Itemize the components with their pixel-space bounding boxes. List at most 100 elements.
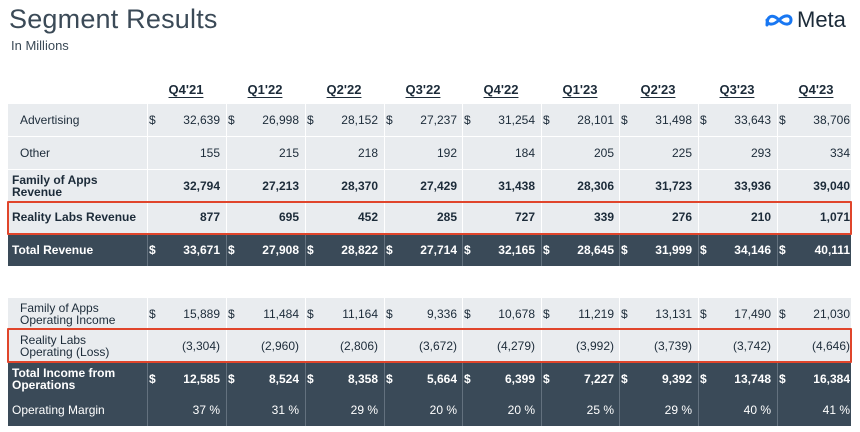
table-cell: 31 % (226, 394, 304, 426)
currency-symbol: $ (228, 113, 235, 127)
table-row-family-of-apps-revenue: Family of Apps Revenue 32,794 27,213 28,37… (8, 170, 851, 203)
table-cell: $11,219 (541, 298, 619, 330)
row-label: Reality Labs Revenue (12, 210, 137, 224)
column-divider (384, 170, 385, 202)
cell-value: 28,306 (577, 179, 614, 193)
table-cell: $38,706 (777, 104, 855, 136)
table-cell: $16,384 (777, 363, 855, 395)
table-cell: $6,399 (462, 363, 540, 395)
cell-value: 27,714 (420, 243, 457, 257)
column-divider (619, 137, 620, 169)
column-divider (698, 137, 699, 169)
cell-value: 33,671 (183, 243, 220, 257)
column-divider (777, 394, 778, 426)
table-cell: 184 (462, 137, 540, 169)
cell-value: 452 (357, 210, 378, 224)
cell-value: 155 (199, 146, 220, 160)
cell-value: 28,645 (577, 243, 614, 257)
column-divider (698, 298, 699, 330)
reality-labs-revenue-highlight (7, 201, 852, 235)
row-label: Reality Labs Operating (Loss) (20, 333, 110, 359)
column-divider (384, 137, 385, 169)
currency-symbol: $ (386, 243, 393, 257)
table-cell: $11,164 (305, 298, 383, 330)
column-divider (305, 330, 306, 362)
cell-value: 29 % (350, 403, 378, 417)
table-cell: (2,960) (226, 330, 304, 362)
table-cell: $10,678 (462, 298, 540, 330)
cell-value: 20 % (507, 403, 535, 417)
cell-value: 293 (750, 146, 771, 160)
currency-symbol: $ (700, 113, 707, 127)
table-cell: $27,714 (384, 234, 462, 266)
table-cell: $28,645 (541, 234, 619, 266)
table-cell: (4,279) (462, 330, 540, 362)
cell-value: 11,484 (263, 307, 299, 321)
column-divider (777, 298, 778, 330)
cell-value: (3,304) (181, 339, 220, 353)
column-divider (462, 298, 463, 330)
cell-value: 20 % (429, 403, 457, 417)
cell-value: 16,384 (813, 372, 850, 386)
column-divider (777, 201, 778, 233)
currency-symbol: $ (779, 307, 786, 321)
currency-symbol: $ (386, 113, 393, 127)
table-cell: $8,358 (305, 363, 383, 395)
table-cell: 695 (226, 201, 304, 233)
column-header: Q1'22 (247, 82, 283, 97)
table-cell: 218 (305, 137, 383, 169)
column-header: Q1'23 (562, 82, 598, 97)
cell-value: 40,111 (814, 243, 850, 257)
cell-value: 32,165 (498, 243, 535, 257)
table-cell: 215 (226, 137, 304, 169)
cell-value: 205 (593, 146, 614, 160)
table-cell: $33,643 (698, 104, 776, 136)
column-divider (226, 330, 227, 362)
page-title: Segment Results (9, 4, 218, 34)
column-divider (619, 170, 620, 202)
table-cell: 205 (541, 137, 619, 169)
cell-value: 40 % (743, 403, 771, 417)
currency-symbol: $ (307, 372, 314, 386)
cell-value: 11,219 (578, 307, 614, 321)
table-row-advertising: Advertising $32,639 $26,998 $28,152 $27,237… (8, 104, 851, 137)
currency-symbol: $ (386, 372, 393, 386)
column-divider (226, 104, 227, 136)
table-cell: $40,111 (777, 234, 855, 266)
cell-value: (3,739) (653, 339, 692, 353)
row-label: Family of Apps Revenue (12, 173, 98, 199)
cell-value: 218 (357, 146, 378, 160)
table-cell: (3,742) (698, 330, 776, 362)
column-header: Q4'22 (483, 82, 519, 97)
currency-symbol: $ (464, 372, 471, 386)
table-row-total-revenue: Total Revenue $33,671 $27,908 $28,822 $27,7… (8, 234, 851, 267)
table-cell: $32,639 (147, 104, 225, 136)
table-cell: $34,146 (698, 234, 776, 266)
cell-value: 17,490 (734, 307, 771, 321)
row-label: Operating Margin (12, 403, 105, 417)
column-divider (777, 137, 778, 169)
cell-value: 27,213 (262, 179, 299, 193)
column-divider (462, 104, 463, 136)
column-divider (541, 104, 542, 136)
table-cell: (2,806) (305, 330, 383, 362)
table-cell: 192 (384, 137, 462, 169)
cell-value: 7,227 (583, 372, 614, 386)
table-cell: 41 % (777, 394, 855, 426)
cell-value: 27,908 (262, 243, 299, 257)
currency-symbol: $ (543, 372, 550, 386)
cell-value: (3,992) (575, 339, 614, 353)
cell-value: 695 (278, 210, 299, 224)
cell-value: 339 (593, 210, 614, 224)
cell-value: (3,672) (418, 339, 457, 353)
column-divider (147, 104, 148, 136)
column-header: Q4'23 (798, 82, 834, 97)
column-divider (698, 234, 699, 266)
table-cell: 877 (147, 201, 225, 233)
table-cell: 276 (619, 201, 697, 233)
column-divider (619, 104, 620, 136)
column-divider (305, 170, 306, 202)
cell-value: 215 (278, 146, 299, 160)
cell-value: 334 (829, 146, 850, 160)
cell-value: 8,358 (347, 372, 378, 386)
